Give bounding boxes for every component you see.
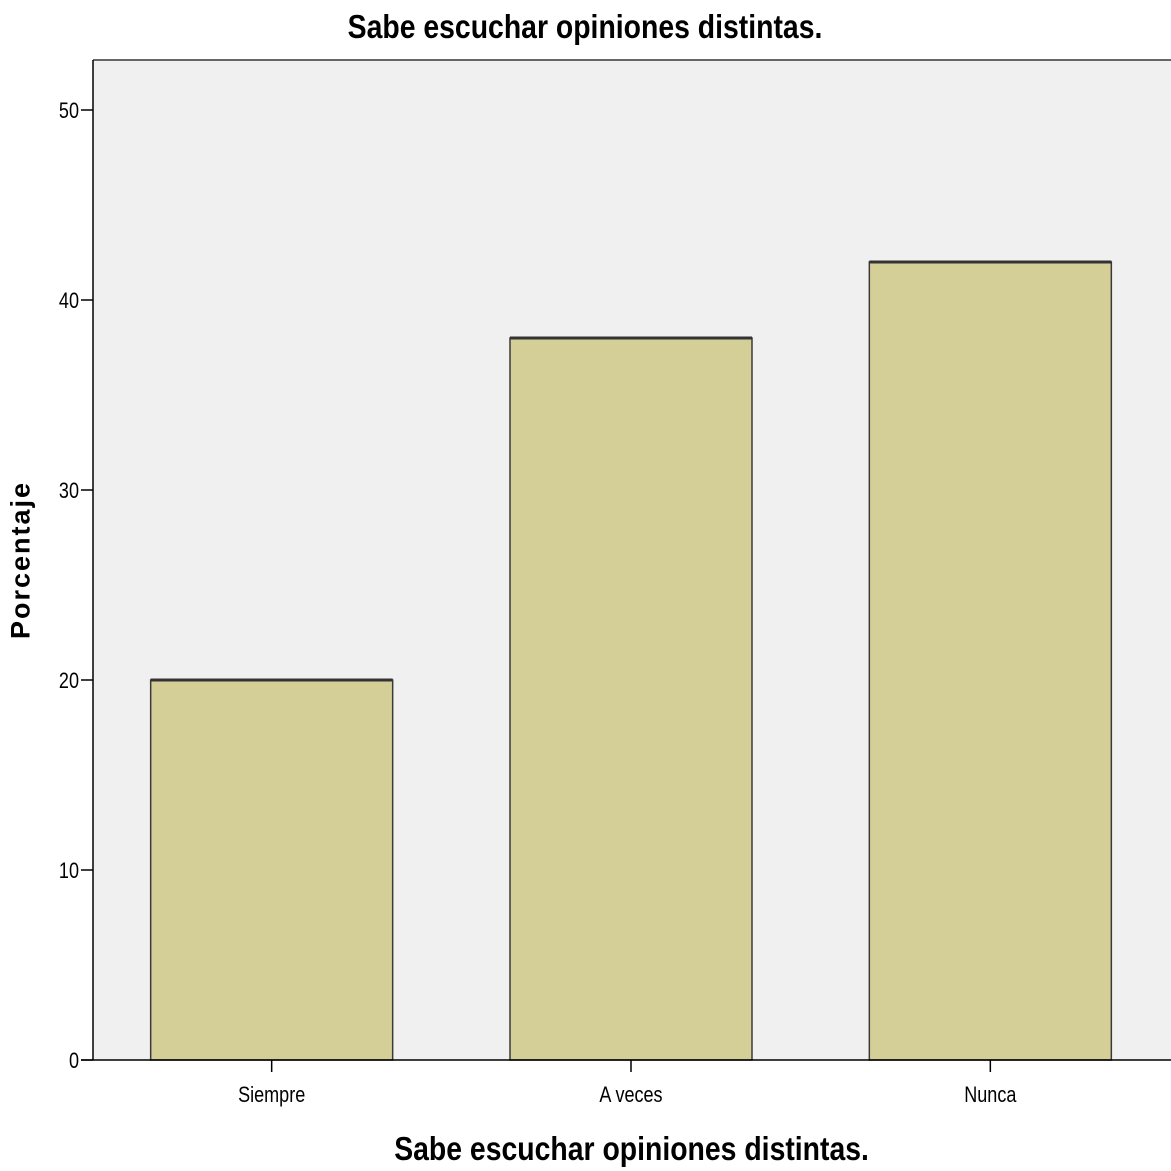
x-tick-label: Siempre [238,1083,305,1107]
y-tick-label: 20 [59,669,79,693]
y-tick-label: 50 [59,99,79,123]
y-axis-title: Porcentaje [5,480,36,640]
bar-nunca [868,261,1113,1061]
y-tick-label: 0 [69,1049,79,1073]
bar-siempre [149,679,394,1061]
y-tick-label: 10 [59,859,79,883]
x-tick-label: Nunca [964,1083,1017,1107]
x-axis-title: Sabe escuchar opiniones distintas. [394,1130,869,1167]
x-axis-title-wrap: Sabe escuchar opiniones distintas. [88,1130,1095,1168]
bar-a-veces [509,337,753,1061]
bars-layer [149,260,1113,1061]
x-tick-label: A veces [599,1083,662,1107]
chart-title: Sabe escuchar opiniones distintas. [347,8,823,45]
y-tick-label: 40 [59,289,79,313]
axes-layer: 0 10 20 30 40 50 Siempre A veces Nunca [59,59,1171,1107]
y-tick-label: 30 [59,479,79,503]
